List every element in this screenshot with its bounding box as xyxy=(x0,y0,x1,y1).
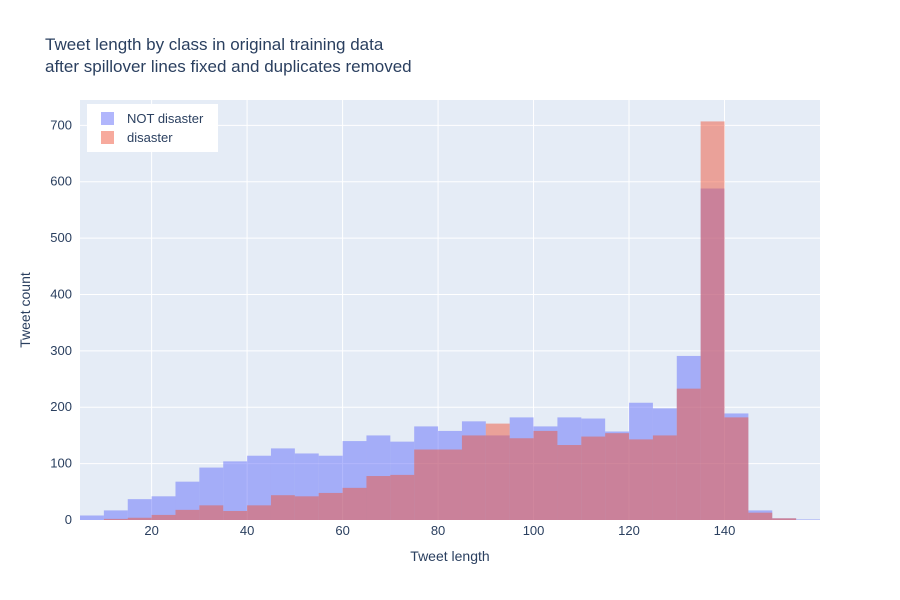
bar-disaster[interactable] xyxy=(485,423,510,520)
bar-disaster[interactable] xyxy=(294,496,319,520)
bar-disaster[interactable] xyxy=(461,435,486,520)
x-tick-label: 20 xyxy=(144,523,158,538)
bar-disaster[interactable] xyxy=(414,449,439,520)
bar-disaster[interactable] xyxy=(127,517,152,520)
bar-disaster[interactable] xyxy=(772,518,797,520)
bar-not-disaster[interactable] xyxy=(103,510,128,520)
y-tick-label: 300 xyxy=(50,343,72,358)
bar-disaster[interactable] xyxy=(509,438,534,520)
legend-swatch-not-disaster[interactable] xyxy=(101,112,114,125)
series-disaster xyxy=(103,121,797,520)
y-tick-label: 700 xyxy=(50,117,72,132)
bar-disaster[interactable] xyxy=(103,518,128,520)
legend: NOT disaster disaster xyxy=(87,104,218,152)
x-tick-label: 100 xyxy=(523,523,545,538)
bar-disaster[interactable] xyxy=(581,436,606,520)
y-tick-label: 500 xyxy=(50,230,72,245)
bar-disaster[interactable] xyxy=(533,430,558,520)
bar-disaster[interactable] xyxy=(700,121,725,520)
bar-disaster[interactable] xyxy=(366,476,391,520)
bar-disaster[interactable] xyxy=(223,510,248,520)
bar-not-disaster[interactable] xyxy=(127,499,152,520)
bars xyxy=(80,121,820,520)
bar-not-disaster[interactable] xyxy=(247,455,271,520)
legend-swatch-disaster[interactable] xyxy=(101,131,114,144)
y-axis-ticks: 0 100 200 300 400 500 600 700 xyxy=(50,117,72,527)
x-tick-label: 60 xyxy=(335,523,349,538)
y-tick-label: 400 xyxy=(50,286,72,301)
bar-not-disaster[interactable] xyxy=(151,496,176,520)
legend-label-disaster[interactable]: disaster xyxy=(127,130,173,145)
bar-not-disaster[interactable] xyxy=(80,515,104,520)
y-tick-label: 600 xyxy=(50,174,72,189)
bar-disaster[interactable] xyxy=(748,512,773,520)
bar-not-disaster[interactable] xyxy=(223,461,248,520)
x-axis-title: Tweet length xyxy=(410,548,489,564)
x-tick-label: 140 xyxy=(714,523,736,538)
y-tick-label: 100 xyxy=(50,456,72,471)
x-tick-label: 80 xyxy=(431,523,445,538)
bar-disaster[interactable] xyxy=(676,388,701,520)
chart-subtitle: after spillover lines fixed and duplicat… xyxy=(45,57,412,76)
bar-disaster[interactable] xyxy=(175,509,200,520)
bar-disaster[interactable] xyxy=(247,505,271,520)
y-tick-label: 0 xyxy=(65,512,72,527)
bar-disaster[interactable] xyxy=(724,417,749,520)
bar-disaster[interactable] xyxy=(151,514,176,520)
bar-not-disaster[interactable] xyxy=(796,519,820,520)
bar-disaster[interactable] xyxy=(270,495,295,520)
bar-disaster[interactable] xyxy=(318,492,343,520)
bar-disaster[interactable] xyxy=(342,487,367,520)
bar-disaster[interactable] xyxy=(199,505,224,520)
bar-disaster[interactable] xyxy=(605,433,630,520)
legend-label-not-disaster[interactable]: NOT disaster xyxy=(127,111,204,126)
x-tick-label: 120 xyxy=(618,523,640,538)
x-tick-label: 40 xyxy=(240,523,254,538)
y-axis-title: Tweet count xyxy=(17,272,33,348)
x-axis-ticks: 20 40 60 80 100 120 140 xyxy=(144,523,735,538)
chart-title: Tweet length by class in original traini… xyxy=(45,35,384,54)
bar-disaster[interactable] xyxy=(438,449,462,520)
y-tick-label: 200 xyxy=(50,399,72,414)
bar-disaster[interactable] xyxy=(652,435,677,520)
bar-disaster[interactable] xyxy=(390,474,415,520)
bar-disaster[interactable] xyxy=(629,439,653,520)
bar-disaster[interactable] xyxy=(557,445,582,520)
